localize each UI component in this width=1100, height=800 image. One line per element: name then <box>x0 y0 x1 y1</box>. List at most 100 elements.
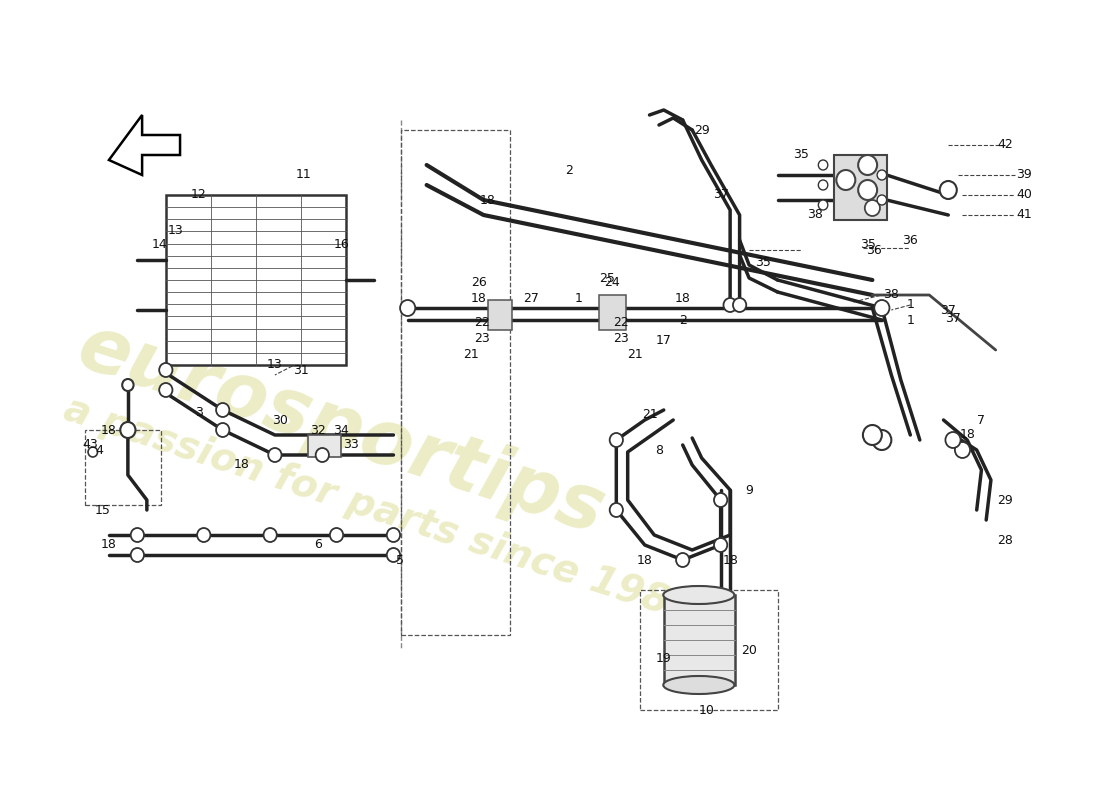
Circle shape <box>955 442 970 458</box>
Text: 36: 36 <box>867 243 882 257</box>
Text: 16: 16 <box>333 238 349 251</box>
Text: 41: 41 <box>1016 209 1032 222</box>
Circle shape <box>88 447 98 457</box>
Circle shape <box>858 155 877 175</box>
Bar <box>488 300 512 330</box>
Text: 23: 23 <box>613 331 629 345</box>
Circle shape <box>872 430 891 450</box>
Circle shape <box>877 195 887 205</box>
Text: 38: 38 <box>883 289 900 302</box>
Ellipse shape <box>663 586 735 604</box>
Text: 21: 21 <box>641 409 658 422</box>
Text: 33: 33 <box>343 438 359 451</box>
Circle shape <box>216 423 230 437</box>
Text: 14: 14 <box>152 238 167 251</box>
Text: 22: 22 <box>613 315 629 329</box>
Text: 2: 2 <box>679 314 686 326</box>
Circle shape <box>131 548 144 562</box>
Circle shape <box>939 181 957 199</box>
Circle shape <box>945 432 960 448</box>
Text: 15: 15 <box>95 503 110 517</box>
Circle shape <box>865 200 880 216</box>
Circle shape <box>197 528 210 542</box>
Text: 37: 37 <box>940 303 956 317</box>
Text: 8: 8 <box>654 443 663 457</box>
Text: 29: 29 <box>998 494 1013 506</box>
Text: 1: 1 <box>906 314 914 326</box>
Text: 18: 18 <box>101 538 117 551</box>
Text: 7: 7 <box>978 414 986 426</box>
Circle shape <box>877 170 887 180</box>
Text: 30: 30 <box>272 414 287 426</box>
Text: 42: 42 <box>998 138 1013 151</box>
Text: 37: 37 <box>945 311 961 325</box>
Text: 27: 27 <box>522 291 539 305</box>
Circle shape <box>724 298 737 312</box>
Text: 22: 22 <box>474 315 490 329</box>
Text: 3: 3 <box>195 406 204 418</box>
Text: 36: 36 <box>902 234 918 246</box>
Text: 35: 35 <box>860 238 876 251</box>
Text: 43: 43 <box>82 438 98 451</box>
Bar <box>835 155 887 220</box>
Text: 18: 18 <box>480 194 495 206</box>
Bar <box>663 595 735 685</box>
Text: 34: 34 <box>333 423 349 437</box>
Circle shape <box>862 425 882 445</box>
Bar <box>166 195 346 365</box>
Text: 39: 39 <box>1016 169 1032 182</box>
Text: 18: 18 <box>723 554 738 566</box>
Text: 31: 31 <box>294 363 309 377</box>
Text: 4: 4 <box>96 443 103 457</box>
Circle shape <box>120 422 135 438</box>
Circle shape <box>609 433 623 447</box>
Text: 35: 35 <box>756 255 771 269</box>
Circle shape <box>733 298 746 312</box>
Bar <box>402 130 510 635</box>
Ellipse shape <box>663 676 735 694</box>
Circle shape <box>160 383 173 397</box>
Text: 18: 18 <box>674 291 691 305</box>
Text: 23: 23 <box>474 331 490 345</box>
Text: 28: 28 <box>998 534 1013 546</box>
Circle shape <box>818 160 828 170</box>
Text: 9: 9 <box>745 483 754 497</box>
Text: 32: 32 <box>310 423 326 437</box>
Circle shape <box>122 379 133 391</box>
Bar <box>640 590 778 710</box>
Circle shape <box>400 300 416 316</box>
Circle shape <box>316 448 329 462</box>
Circle shape <box>714 493 727 507</box>
Polygon shape <box>109 115 180 175</box>
Text: 17: 17 <box>656 334 672 346</box>
Circle shape <box>387 548 400 562</box>
Text: 18: 18 <box>637 554 652 566</box>
Text: 13: 13 <box>167 223 184 237</box>
Text: 35: 35 <box>793 149 810 162</box>
Text: 2: 2 <box>565 163 573 177</box>
Text: 6: 6 <box>314 538 321 551</box>
Bar <box>308 435 341 457</box>
Circle shape <box>330 528 343 542</box>
Circle shape <box>609 503 623 517</box>
Circle shape <box>714 538 727 552</box>
Text: 12: 12 <box>191 189 207 202</box>
Circle shape <box>836 170 856 190</box>
Text: a passion for parts since 1982: a passion for parts since 1982 <box>59 390 700 630</box>
Text: 26: 26 <box>471 275 486 289</box>
Circle shape <box>858 180 877 200</box>
Text: 18: 18 <box>234 458 250 471</box>
Circle shape <box>264 528 277 542</box>
Text: 10: 10 <box>698 703 714 717</box>
Circle shape <box>818 200 828 210</box>
Text: 29: 29 <box>694 123 710 137</box>
Circle shape <box>818 180 828 190</box>
Text: 18: 18 <box>101 423 117 437</box>
Text: 5: 5 <box>396 554 404 566</box>
Circle shape <box>131 528 144 542</box>
Text: 21: 21 <box>463 349 480 362</box>
Text: 37: 37 <box>713 189 728 202</box>
Circle shape <box>268 448 282 462</box>
Text: eurosportips: eurosportips <box>68 310 614 550</box>
Text: 38: 38 <box>807 209 824 222</box>
